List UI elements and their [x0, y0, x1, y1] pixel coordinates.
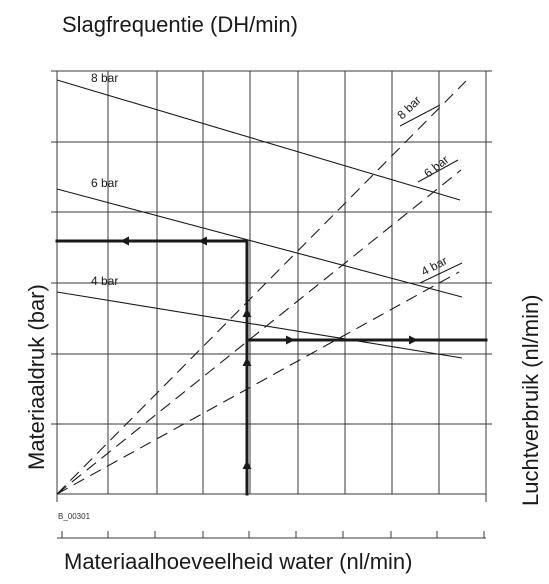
stroke-label-4bar: 4 bar [91, 274, 118, 288]
air-label-6bar: 6 bar [421, 152, 451, 180]
stroke-line-4bar [56, 291, 463, 359]
top-axis-title: Slagfrequentie (DH/min) [62, 12, 298, 37]
air-label-marks [399, 104, 463, 284]
example-path [55, 239, 488, 496]
stroke-label-6bar: 6 bar [91, 176, 118, 190]
reference-code: B_00301 [58, 512, 91, 521]
air-consumption-lines [56, 80, 467, 495]
stroke-frequency-lines [56, 79, 463, 359]
air-line-6bar [56, 169, 462, 495]
air-line-8bar [56, 80, 467, 495]
air-label-4bar: 4 bar [419, 253, 450, 278]
stroke-line-8bar [56, 79, 461, 201]
stroke-label-8bar: 8 bar [91, 71, 118, 85]
grid [56, 70, 487, 495]
bottom-axis-title: Materiaalhoeveelheid water (nl/min) [64, 549, 413, 574]
bottom-scale [57, 531, 486, 539]
stroke-line-6bar [56, 188, 463, 298]
air-line-4bar [56, 271, 460, 495]
path-arrows [120, 236, 418, 475]
axis-ticks [51, 70, 492, 502]
air-label-8bar: 8 bar [394, 93, 423, 122]
